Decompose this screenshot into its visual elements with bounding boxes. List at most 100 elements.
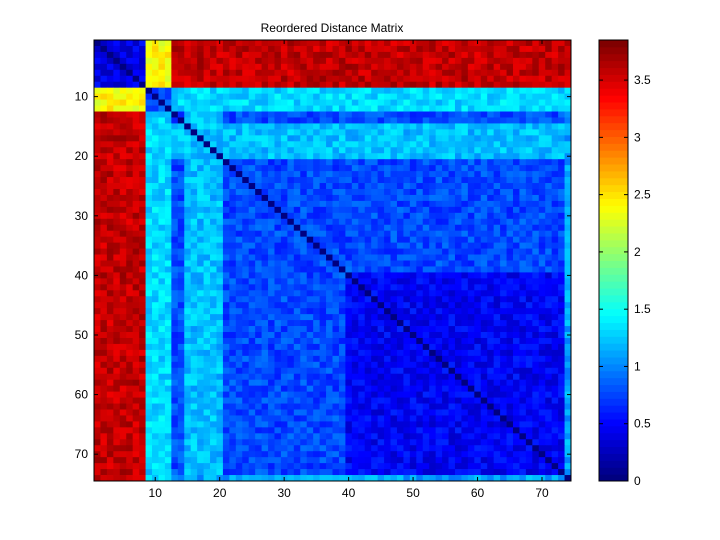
heatmap-cell xyxy=(448,433,456,440)
heatmap-cell xyxy=(377,337,385,345)
heatmap-cell xyxy=(164,326,172,333)
heatmap-cell xyxy=(210,135,217,142)
heatmap-cell xyxy=(338,87,346,95)
heatmap-cell xyxy=(287,153,295,160)
heatmap-cell xyxy=(409,349,417,357)
heatmap-cell xyxy=(429,171,437,178)
heatmap-cell xyxy=(326,421,333,428)
heatmap-cell xyxy=(216,433,224,440)
heatmap-cell xyxy=(106,183,114,190)
heatmap-cell xyxy=(409,308,417,315)
heatmap-cell xyxy=(242,99,250,106)
heatmap-cell xyxy=(235,379,243,387)
heatmap-cell xyxy=(332,51,340,59)
heatmap-cell xyxy=(467,230,475,238)
heatmap-cell xyxy=(338,296,346,303)
heatmap-cell xyxy=(235,391,243,398)
heatmap-cell xyxy=(203,355,211,363)
heatmap-cell xyxy=(435,129,443,136)
heatmap-cell xyxy=(396,147,404,154)
heatmap-cell xyxy=(106,129,114,136)
heatmap-cell xyxy=(306,224,314,232)
heatmap-cell xyxy=(164,349,172,357)
heatmap-cell xyxy=(300,308,308,315)
heatmap-cell xyxy=(222,75,230,83)
heatmap-cell xyxy=(358,326,366,333)
heatmap-cell xyxy=(480,349,488,357)
heatmap-cell xyxy=(242,409,250,416)
heatmap-cell xyxy=(435,236,443,244)
heatmap-cell xyxy=(158,230,166,238)
heatmap-cell xyxy=(287,272,295,279)
heatmap-cell xyxy=(190,117,198,124)
heatmap-cell xyxy=(545,75,553,83)
heatmap-cell xyxy=(500,427,507,434)
heatmap-cell xyxy=(416,81,424,89)
heatmap-cell xyxy=(416,206,424,214)
heatmap-cell xyxy=(538,373,546,381)
heatmap-cell xyxy=(300,409,308,416)
heatmap-cell xyxy=(345,278,353,285)
heatmap-cell xyxy=(300,296,308,303)
heatmap-cell xyxy=(287,75,295,83)
heatmap-cell xyxy=(442,308,449,315)
heatmap-cell xyxy=(203,290,211,297)
heatmap-cell xyxy=(377,296,385,303)
heatmap-cell xyxy=(474,379,482,387)
heatmap-cell xyxy=(145,272,153,279)
heatmap-cell xyxy=(429,409,437,416)
heatmap-cell xyxy=(338,117,346,124)
heatmap-cell xyxy=(248,123,256,130)
heatmap-cell xyxy=(474,290,482,297)
heatmap-cell xyxy=(268,248,275,255)
heatmap-cell xyxy=(558,349,565,357)
heatmap-cell xyxy=(377,326,385,333)
heatmap-cell xyxy=(306,373,314,381)
heatmap-cell xyxy=(235,397,243,404)
heatmap-cell xyxy=(422,200,430,208)
heatmap-cell xyxy=(268,51,275,59)
heatmap-cell xyxy=(564,63,572,71)
heatmap-cell xyxy=(222,81,230,89)
heatmap-cell xyxy=(268,415,275,422)
heatmap-cell xyxy=(500,409,507,416)
heatmap-cell xyxy=(538,81,546,89)
heatmap-cell xyxy=(255,129,262,136)
heatmap-cell xyxy=(229,105,237,112)
heatmap-cell xyxy=(474,367,482,375)
heatmap-cell xyxy=(222,266,230,273)
heatmap-cell xyxy=(448,272,456,279)
heatmap-cell xyxy=(384,177,391,184)
heatmap-cell xyxy=(164,409,172,416)
heatmap-cell xyxy=(126,421,134,428)
heatmap-cell xyxy=(132,433,140,440)
heatmap-cell xyxy=(358,415,366,422)
heatmap-cell xyxy=(119,242,127,249)
heatmap-cell xyxy=(467,391,475,398)
heatmap-cell xyxy=(461,314,469,321)
heatmap-cell xyxy=(493,266,501,273)
heatmap-cell xyxy=(532,272,540,279)
heatmap-cell xyxy=(106,224,114,232)
heatmap-cell xyxy=(319,224,327,232)
heatmap-cell xyxy=(474,69,482,77)
heatmap-cell xyxy=(94,415,101,422)
heatmap-cell xyxy=(358,409,366,416)
heatmap-cell xyxy=(119,367,127,375)
heatmap-cell xyxy=(506,272,514,279)
heatmap-cell xyxy=(100,200,108,208)
heatmap-cell xyxy=(300,105,308,112)
heatmap-cell xyxy=(396,415,404,422)
heatmap-cell xyxy=(235,361,243,369)
heatmap-cell xyxy=(177,427,185,434)
heatmap-cell xyxy=(210,188,217,196)
heatmap-cell xyxy=(287,367,295,375)
heatmap-cell xyxy=(268,385,275,393)
heatmap-cell xyxy=(332,171,340,178)
heatmap-cell xyxy=(210,397,217,404)
heatmap-cell xyxy=(152,200,159,208)
heatmap-cell xyxy=(467,117,475,124)
heatmap-cell xyxy=(564,135,572,142)
heatmap-cell xyxy=(377,266,385,273)
heatmap-cell xyxy=(480,165,488,172)
